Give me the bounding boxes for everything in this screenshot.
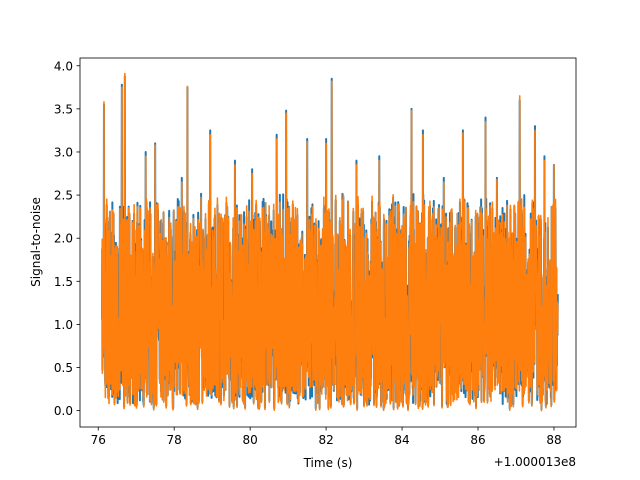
y-tick-label: 1.0 (54, 318, 73, 332)
x-tick-label: 76 (91, 433, 106, 447)
y-tick-label: 4.0 (54, 59, 73, 73)
series-2-line (101, 72, 559, 412)
x-offset-label: +1.000013e8 (494, 455, 576, 469)
y-axis-label: Signal-to-noise (29, 197, 43, 287)
x-axis-label: Time (s) (303, 456, 353, 470)
y-tick-label: 2.0 (54, 232, 73, 246)
x-tick-label: 82 (318, 433, 333, 447)
y-tick-label: 3.5 (54, 102, 73, 116)
y-tick-label: 1.5 (54, 275, 73, 289)
x-tick-label: 84 (394, 433, 409, 447)
y-tick-label: 0.0 (54, 404, 73, 418)
x-tick-label: 80 (243, 433, 258, 447)
plot-frame (79, 57, 577, 428)
y-tick-label: 0.5 (54, 361, 73, 375)
x-axis: 76 78 80 82 84 86 88 (91, 427, 562, 447)
y-tick-label: 2.5 (54, 189, 73, 203)
series-layer (101, 72, 559, 412)
x-tick-label: 86 (470, 433, 485, 447)
x-tick-label: 78 (167, 433, 182, 447)
y-axis: 0.0 0.5 1.0 1.5 2.0 2.5 3.0 3.5 4.0 (54, 59, 80, 418)
y-tick-label: 3.0 (54, 145, 73, 159)
x-tick-label: 88 (546, 433, 561, 447)
